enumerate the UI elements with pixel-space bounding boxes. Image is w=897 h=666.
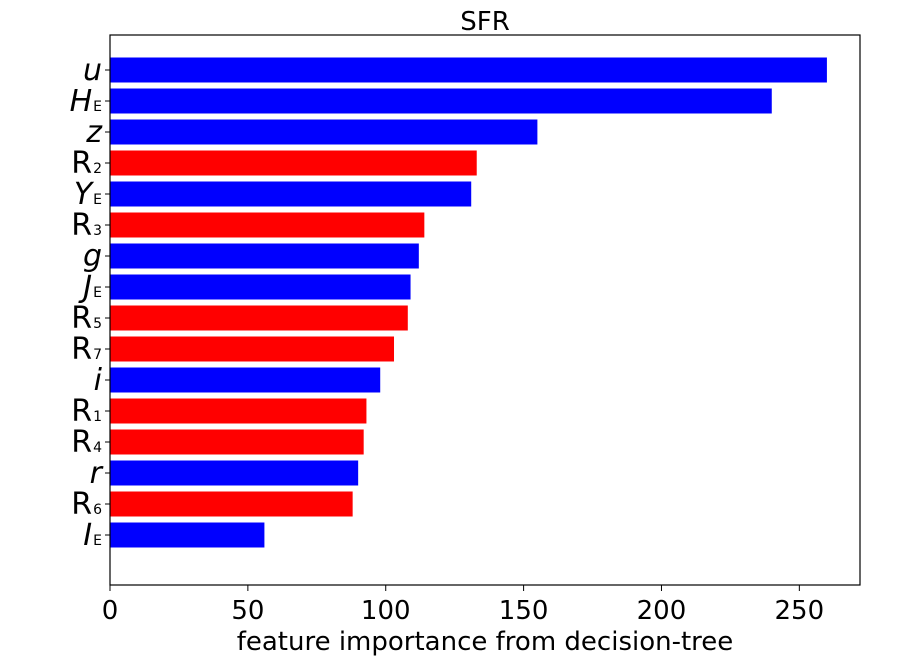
x-tick-label: 50 bbox=[231, 596, 264, 626]
y-tick-label: YE bbox=[74, 177, 102, 212]
bars-group bbox=[110, 57, 827, 548]
y-tick-label: R2 bbox=[71, 146, 102, 181]
bar-5 bbox=[110, 212, 425, 238]
y-tick-label: HE bbox=[70, 84, 102, 119]
bar-14 bbox=[110, 491, 353, 517]
chart-title: SFR bbox=[460, 7, 510, 37]
bar-15 bbox=[110, 522, 265, 548]
bar-1 bbox=[110, 88, 772, 114]
y-tick-label: R5 bbox=[71, 301, 102, 336]
y-tick-label: i bbox=[94, 363, 103, 398]
y-tick-label: r bbox=[90, 456, 104, 491]
x-tick-label: 200 bbox=[637, 596, 687, 626]
bar-2 bbox=[110, 119, 538, 145]
bar-10 bbox=[110, 367, 381, 393]
bar-13 bbox=[110, 460, 359, 486]
bar-9 bbox=[110, 336, 395, 362]
y-tick-label: R6 bbox=[71, 487, 102, 522]
bar-11 bbox=[110, 398, 367, 424]
y-tick-label: u bbox=[83, 53, 102, 88]
y-tick-label: R1 bbox=[71, 394, 102, 429]
y-tick-label: R3 bbox=[71, 208, 102, 243]
bar-0 bbox=[110, 57, 827, 83]
x-ticks: 0 50 100 150 200 250 bbox=[102, 585, 824, 626]
bar-8 bbox=[110, 305, 408, 331]
bar-12 bbox=[110, 429, 364, 455]
y-tick-label: R4 bbox=[71, 425, 102, 460]
bar-3 bbox=[110, 150, 477, 176]
y-tick-label: z bbox=[85, 115, 103, 150]
x-tick-label: 250 bbox=[775, 596, 825, 626]
plot-frame bbox=[109, 34, 861, 586]
x-axis-label: feature importance from decision-tree bbox=[237, 627, 734, 657]
y-tick-label: IE bbox=[83, 518, 102, 553]
y-tick-label: JE bbox=[78, 270, 102, 305]
bar-7 bbox=[110, 274, 411, 300]
x-tick-label: 0 bbox=[102, 596, 119, 626]
x-tick-label: 100 bbox=[361, 596, 411, 626]
y-tick-label: R7 bbox=[71, 332, 102, 367]
bar-4 bbox=[110, 181, 472, 207]
y-tick-label: g bbox=[83, 239, 102, 274]
bar-6 bbox=[110, 243, 419, 269]
x-tick-label: 150 bbox=[499, 596, 549, 626]
